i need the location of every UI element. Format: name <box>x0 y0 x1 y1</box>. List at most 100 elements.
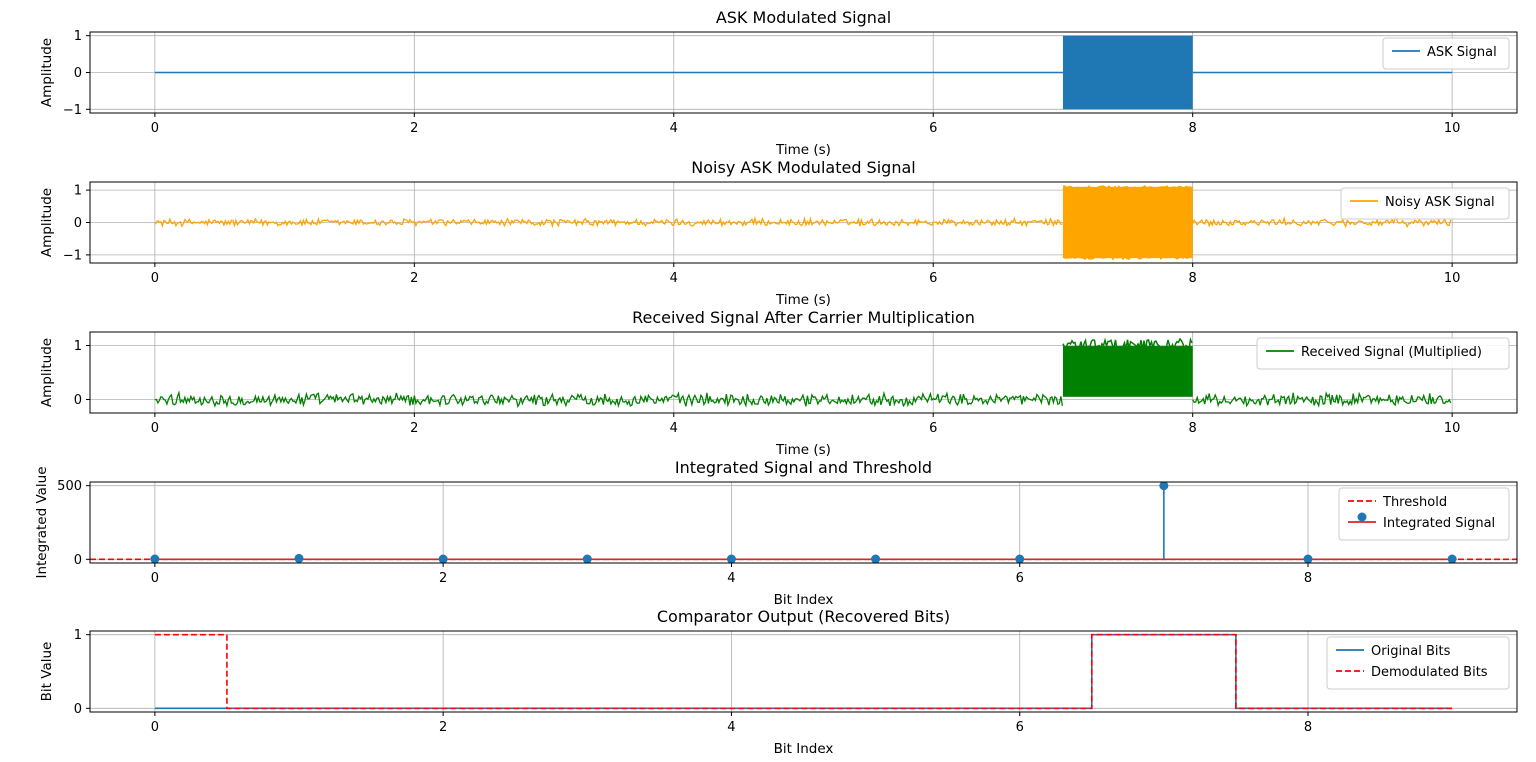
data-layer <box>154 185 1452 261</box>
y-tick-label: −1 <box>63 248 82 263</box>
x-tick-label: 4 <box>670 271 678 286</box>
x-tick-label: 4 <box>670 121 678 136</box>
legend-marker <box>1357 512 1367 522</box>
y-tick-label: 1 <box>74 339 82 354</box>
rectified-band <box>1062 346 1193 397</box>
x-tick-label: 6 <box>1016 720 1024 735</box>
data-layer <box>154 633 1453 710</box>
legend-box <box>1256 337 1510 370</box>
step-line-demodulated-bits <box>154 633 1453 710</box>
x-tick-label: 10 <box>1444 271 1461 286</box>
panel-5: 0 2 4 6 8 0 1 Comparator Output (Recovered Bits… <box>39 607 1518 757</box>
legend-box <box>1326 636 1510 690</box>
y-tick-label: 0 <box>74 393 82 408</box>
chart-title: Received Signal After Carrier Multiplica… <box>632 308 975 327</box>
chart-title: ASK Modulated Signal <box>716 8 891 27</box>
y-tick-label: 1 <box>74 628 82 643</box>
axes-frame <box>89 481 1518 564</box>
x-tick-label: 4 <box>670 421 678 436</box>
data-layer <box>154 35 1453 110</box>
stem-marker <box>438 554 448 563</box>
legend-box <box>1338 487 1510 541</box>
x-tick-label: 2 <box>410 121 418 136</box>
step-line-original-bits <box>154 633 1453 710</box>
y-tick-label: 0 <box>74 702 82 717</box>
data-layer <box>90 482 1517 563</box>
y-tick-label: 0 <box>74 216 82 231</box>
stem-marker <box>1015 554 1025 563</box>
y-tick-label: 500 <box>57 479 82 494</box>
x-tick-label: 8 <box>1304 720 1312 735</box>
x-tick-label: 2 <box>439 720 447 735</box>
legend-label: Original Bits <box>1371 644 1451 659</box>
x-tick-label: 6 <box>929 421 937 436</box>
x-axis-label: Time (s) <box>775 142 831 158</box>
x-tick-label: 8 <box>1189 271 1197 286</box>
panel-4: 0 2 4 6 8 0 500 Integrated Signal and Threshold… <box>34 458 1518 608</box>
x-tick-label: 4 <box>727 720 735 735</box>
x-tick-label: 4 <box>727 571 735 586</box>
stem-marker <box>1447 554 1457 563</box>
x-tick-label: 6 <box>929 121 937 136</box>
x-tick-label: 8 <box>1304 571 1312 586</box>
x-tick-label: 0 <box>151 571 159 586</box>
x-tick-label: 0 <box>151 720 159 735</box>
legend: Received Signal (Multiplied) <box>1256 337 1510 370</box>
x-tick-label: 2 <box>439 571 447 586</box>
burst-edge-top <box>1062 185 1192 191</box>
band-edge <box>1062 337 1193 354</box>
legend: ASK Signal <box>1382 37 1510 70</box>
chart-title: Comparator Output (Recovered Bits) <box>657 607 950 626</box>
noise-trace <box>1192 215 1452 229</box>
stem-marker <box>294 553 304 563</box>
stem-marker <box>1159 482 1169 491</box>
stem-marker <box>1303 554 1313 563</box>
y-tick-label: −1 <box>63 103 82 118</box>
axes-frame <box>89 331 1518 414</box>
noise-trace <box>1192 391 1452 408</box>
x-tick-label: 8 <box>1189 421 1197 436</box>
y-tick-label: 0 <box>74 553 82 568</box>
axes-frame <box>89 630 1518 713</box>
y-tick-label: 0 <box>74 66 82 81</box>
x-tick-label: 2 <box>410 271 418 286</box>
stem-marker <box>726 554 736 563</box>
legend: Threshold Integrated Signal <box>1338 487 1510 541</box>
chart-title: Integrated Signal and Threshold <box>675 458 932 477</box>
legend-label: ASK Signal <box>1427 45 1497 60</box>
legend-label: Threshold <box>1382 495 1447 510</box>
x-axis-label: Time (s) <box>775 292 831 308</box>
noise-trace <box>154 390 1064 409</box>
x-tick-label: 6 <box>929 271 937 286</box>
x-axis-label: Bit Index <box>774 592 834 608</box>
panel-2: 0 2 4 6 8 10 −1 0 1 Noisy ASK Modulated Signal Tim… <box>39 158 1518 308</box>
legend-label: Demodulated Bits <box>1371 665 1488 680</box>
y-axis-label: Amplitude <box>39 338 55 407</box>
y-tick-label: 1 <box>74 184 82 199</box>
burst-edge-bottom <box>1062 254 1192 261</box>
panel-1: 0 2 4 6 8 10 −1 0 1 ASK Modulated Signal Time (s) A… <box>39 8 1518 158</box>
x-tick-label: 2 <box>410 421 418 436</box>
x-tick-label: 10 <box>1444 121 1461 136</box>
stem-marker <box>871 554 881 563</box>
legend-label: Received Signal (Multiplied) <box>1301 345 1482 360</box>
data-layer <box>154 337 1452 409</box>
carrier-burst <box>1062 35 1193 110</box>
x-tick-label: 0 <box>151 271 159 286</box>
stem-marker <box>150 554 160 563</box>
legend: Noisy ASK Signal <box>1340 187 1510 220</box>
x-tick-label: 8 <box>1189 121 1197 136</box>
carrier-burst <box>1062 186 1193 259</box>
x-tick-label: 0 <box>151 121 159 136</box>
legend-box <box>1382 37 1510 70</box>
y-axis-label: Amplitude <box>39 38 55 107</box>
x-tick-label: 6 <box>1016 571 1024 586</box>
panel-3: 0 2 4 6 8 10 0 1 Received Signal After Carrier M… <box>39 308 1518 458</box>
noise-trace <box>154 215 1063 229</box>
y-axis-label: Integrated Value <box>34 466 50 578</box>
legend-label: Noisy ASK Signal <box>1385 195 1495 210</box>
y-tick-label: 1 <box>74 29 82 44</box>
legend-box <box>1340 187 1510 220</box>
x-tick-label: 10 <box>1444 421 1461 436</box>
